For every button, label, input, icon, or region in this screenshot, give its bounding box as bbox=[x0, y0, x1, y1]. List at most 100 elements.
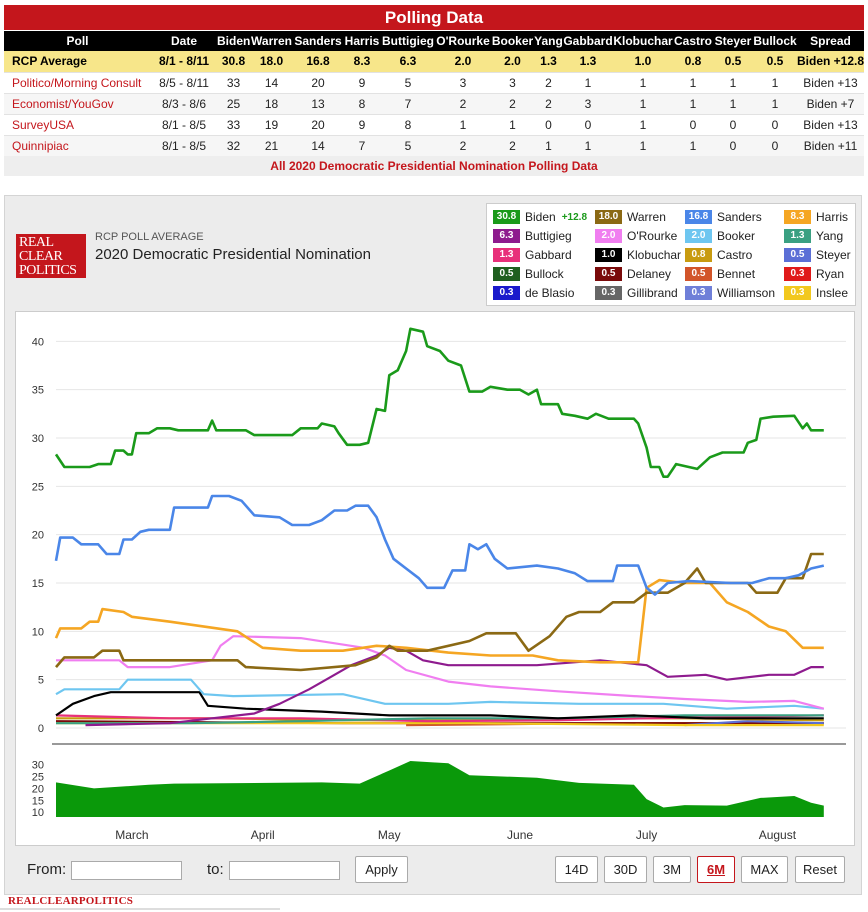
column-header[interactable]: Sanders bbox=[293, 31, 343, 51]
poll-name[interactable]: Quinnipiac bbox=[4, 135, 151, 157]
legend-label: Inslee bbox=[816, 286, 849, 300]
series-line-buttigieg bbox=[85, 646, 824, 727]
table-cell: 0 bbox=[673, 114, 713, 136]
date-range-controls: From: to: Apply 14D 30D 3M 6M MAX Reset bbox=[15, 851, 855, 889]
table-cell: 1 bbox=[713, 93, 753, 115]
legend-item[interactable]: 0.3 de Blasio bbox=[493, 285, 574, 301]
table-cell: 1 bbox=[713, 72, 753, 94]
series-line-harris bbox=[54, 578, 824, 664]
series-line-sanders bbox=[54, 494, 825, 596]
series-line-orourke bbox=[56, 635, 825, 710]
legend-item[interactable]: 0.5 Steyer bbox=[784, 247, 851, 263]
column-header[interactable]: Warren bbox=[250, 31, 293, 51]
table-cell: 1 bbox=[753, 72, 797, 94]
range-button-30d[interactable]: 30D bbox=[604, 856, 647, 883]
all-polling-data-link[interactable]: All 2020 Democratic Presidential Nominat… bbox=[4, 156, 864, 176]
range-button-max[interactable]: MAX bbox=[741, 856, 788, 883]
legend-item[interactable]: 18.0 Warren bbox=[595, 209, 666, 225]
to-date-input[interactable] bbox=[229, 861, 340, 880]
y-tick-label: 40 bbox=[32, 336, 44, 348]
legend-item[interactable]: 8.3 Harris bbox=[784, 209, 848, 225]
legend-value-chip: 18.0 bbox=[595, 210, 622, 224]
column-header[interactable]: Gabbard bbox=[563, 31, 613, 51]
table-cell: 0 bbox=[534, 114, 563, 136]
legend-value-chip: 30.8 bbox=[493, 210, 520, 224]
column-header[interactable]: Booker bbox=[491, 31, 534, 51]
table-cell: 9 bbox=[343, 72, 381, 94]
footer-divider bbox=[0, 908, 280, 910]
legend-item[interactable]: 0.3 Williamson bbox=[685, 285, 775, 301]
poll-row: SurveyUSA 8/1 - 8/5 33 19 20 9 8 1 1 0 0 1 0 0 0 Biden … bbox=[4, 114, 864, 136]
legend-item[interactable]: 30.8 Biden +12.8 bbox=[493, 209, 587, 225]
legend-item[interactable]: 0.3 Inslee bbox=[784, 285, 848, 301]
footer-brand[interactable]: REALCLEARPOLITICS bbox=[8, 895, 134, 907]
legend-item[interactable]: 6.3 Buttigieg bbox=[493, 228, 572, 244]
x-tick-label: May bbox=[378, 828, 401, 842]
legend-item[interactable]: 1.3 Gabbard bbox=[493, 247, 572, 263]
legend-label: Biden bbox=[525, 210, 556, 224]
table-cell: 0.5 bbox=[713, 51, 753, 73]
column-header[interactable]: Bullock bbox=[753, 31, 797, 51]
column-header[interactable]: Yang bbox=[534, 31, 563, 51]
legend-item[interactable]: 16.8 Sanders bbox=[685, 209, 762, 225]
legend-item[interactable]: 0.5 Bullock bbox=[493, 266, 564, 282]
column-header[interactable]: Castro bbox=[673, 31, 713, 51]
table-cell: 2.0 bbox=[435, 51, 491, 73]
table-cell: 8/1 - 8/5 bbox=[151, 135, 217, 157]
poll-name[interactable]: SurveyUSA bbox=[4, 114, 151, 136]
legend-item[interactable]: 1.3 Yang bbox=[784, 228, 843, 244]
legend-label: Yang bbox=[816, 229, 844, 243]
table-cell: 33 bbox=[217, 114, 250, 136]
table-cell: 30.8 bbox=[217, 51, 250, 73]
legend-item[interactable]: 2.0 Booker bbox=[685, 228, 755, 244]
column-header[interactable]: Klobuchar bbox=[613, 31, 673, 51]
column-header[interactable]: O'Rourke bbox=[435, 31, 491, 51]
series-line-warren bbox=[55, 552, 824, 672]
range-button-14d[interactable]: 14D bbox=[555, 856, 598, 883]
legend-value-chip: 1.3 bbox=[784, 229, 811, 243]
table-cell: 1.3 bbox=[563, 51, 613, 73]
column-header[interactable]: Date bbox=[151, 31, 217, 51]
y-tick-label: 10 bbox=[32, 626, 44, 638]
reset-button[interactable]: Reset bbox=[795, 856, 845, 883]
legend-value-chip: 0.3 bbox=[493, 286, 520, 300]
column-header[interactable]: Harris bbox=[343, 31, 381, 51]
column-header[interactable]: Poll bbox=[4, 31, 151, 51]
legend-item[interactable]: 0.5 Bennet bbox=[685, 266, 755, 282]
legend-item[interactable]: 0.3 Ryan bbox=[784, 266, 844, 282]
legend-label: Buttigieg bbox=[525, 229, 572, 243]
table-cell: 5 bbox=[381, 72, 435, 94]
spread-y-tick-label: 10 bbox=[32, 807, 44, 819]
table-cell: 16.8 bbox=[293, 51, 343, 73]
poll-name[interactable]: Politico/Morning Consult bbox=[4, 72, 151, 94]
poll-name[interactable]: Economist/YouGov bbox=[4, 93, 151, 115]
column-header[interactable]: Steyer bbox=[713, 31, 753, 51]
from-date-input[interactable] bbox=[71, 861, 182, 880]
legend-spread: +12.8 bbox=[561, 211, 588, 223]
legend-label: Warren bbox=[627, 210, 666, 224]
legend-item[interactable]: 2.0 O'Rourke bbox=[595, 228, 677, 244]
legend-item[interactable]: 0.8 Castro bbox=[685, 247, 752, 263]
column-header[interactable]: Biden bbox=[217, 31, 250, 51]
column-header[interactable]: Buttigieg bbox=[381, 31, 435, 51]
spread-cell: Biden +13 bbox=[797, 72, 864, 94]
apply-button[interactable]: Apply bbox=[355, 856, 408, 883]
polling-table-header: Poll Date Biden Warren Sanders Harris Buttigie… bbox=[4, 31, 864, 51]
table-cell: 1 bbox=[563, 135, 613, 157]
range-button-3m[interactable]: 3M bbox=[653, 856, 691, 883]
legend-label: Klobuchar bbox=[627, 248, 682, 262]
column-header[interactable]: Spread bbox=[797, 31, 864, 51]
legend-item[interactable]: 1.0 Klobuchar bbox=[595, 247, 681, 263]
table-cell: 2 bbox=[435, 135, 491, 157]
legend-value-chip: 0.5 bbox=[493, 267, 520, 281]
spread-y-tick-label: 25 bbox=[32, 771, 44, 783]
table-cell: 8/1 - 8/5 bbox=[151, 114, 217, 136]
plot-area[interactable]: 0 5 10 15 20 25 30 35 40 10 15 20 25 30 March April May J… bbox=[15, 311, 855, 846]
spread-area bbox=[56, 761, 824, 817]
legend-item[interactable]: 0.3 Gillibrand bbox=[595, 285, 678, 301]
rcp-average-row: RCP Average 8/1 - 8/11 30.8 18.0 16.8 8.3 6.3 2… bbox=[4, 51, 864, 73]
table-cell: 20 bbox=[293, 114, 343, 136]
legend-item[interactable]: 0.5 Delaney bbox=[595, 266, 671, 282]
range-button-6m[interactable]: 6M bbox=[697, 856, 735, 883]
